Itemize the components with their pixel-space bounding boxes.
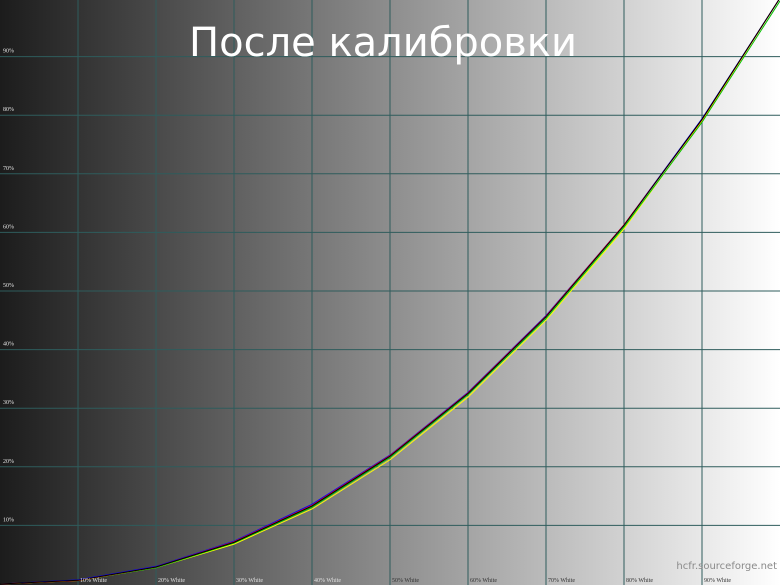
- x-tick-label: 50% White: [392, 578, 419, 584]
- watermark: hcfr.sourceforge.net: [676, 561, 777, 572]
- x-tick-label: 80% White: [626, 578, 653, 584]
- y-tick-label: 30%: [3, 400, 14, 406]
- y-tick-label: 60%: [3, 224, 14, 230]
- y-tick-label: 90%: [3, 49, 14, 55]
- y-tick-label: 80%: [3, 107, 14, 113]
- chart-title: После калибровки: [189, 20, 577, 66]
- x-tick-label: 70% White: [548, 578, 575, 584]
- y-tick-label: 50%: [3, 283, 14, 289]
- x-tick-label: 30% White: [236, 578, 263, 584]
- y-tick-label: 10%: [3, 517, 14, 523]
- x-tick-label: 40% White: [314, 578, 341, 584]
- x-tick-label: 90% White: [704, 578, 731, 584]
- x-tick-label: 20% White: [158, 578, 185, 584]
- y-tick-label: 20%: [3, 459, 14, 465]
- x-tick-label: 60% White: [470, 578, 497, 584]
- y-tick-label: 70%: [3, 166, 14, 172]
- x-tick-label: 10% White: [80, 578, 107, 584]
- y-tick-label: 40%: [3, 342, 14, 348]
